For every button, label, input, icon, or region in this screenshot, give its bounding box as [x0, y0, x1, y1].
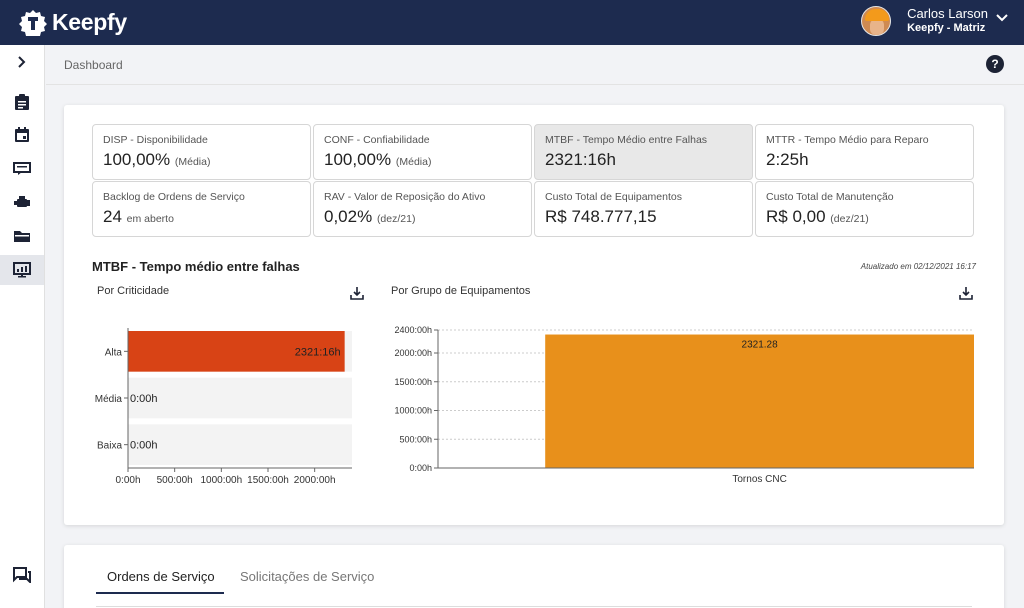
kpi-rav[interactable]: RAV - Valor de Reposição do Ativo 0,02% … [313, 181, 532, 237]
sidebar-expand-button[interactable] [0, 47, 44, 77]
kpi-value: R$ 748.777,15 [545, 207, 657, 226]
bar [128, 331, 345, 372]
kpi-label: MTTR - Tempo Médio para Reparo [766, 134, 929, 146]
x-tick-label: 2000:00h [294, 475, 336, 486]
user-menu[interactable]: Carlos Larson Keepfy - Matriz [861, 6, 1008, 36]
x-tick-label: 1500:00h [247, 475, 289, 486]
tab-service-requests[interactable]: Solicitações de Serviço [240, 569, 375, 584]
keepfy-logo-icon [19, 10, 47, 36]
sidebar-item-tickets[interactable] [0, 154, 44, 184]
kpi-value: 100,00% [103, 150, 171, 169]
kpi-note: (dez/21) [830, 213, 869, 225]
y-tick-label: 0:00h [409, 463, 432, 473]
kpi-conf[interactable]: CONF - Confiabilidade 100,00% (Média) [313, 124, 532, 180]
data-label: 0:00h [130, 393, 158, 405]
ticket-icon [13, 162, 31, 175]
sidebar-item-chat[interactable] [0, 560, 44, 590]
app-name: Keepfy [52, 8, 127, 35]
kpi-value: R$ 0,00 [766, 207, 826, 226]
y-tick-label: 2400:00h [394, 325, 432, 335]
user-name: Carlos Larson [907, 6, 988, 21]
kpi-backlog[interactable]: Backlog de Ordens de Serviço 24 em abert… [92, 181, 311, 237]
calendar-icon [15, 127, 29, 142]
sidebar-item-documents[interactable] [0, 221, 44, 251]
folder-icon [14, 231, 30, 242]
kpi-label: CONF - Confiabilidade [324, 134, 430, 146]
kpi-equipment-cost[interactable]: Custo Total de Equipamentos R$ 748.777,1… [534, 181, 753, 237]
criticality-chart: Alta 2321:16h Média 0:00h Baixa 0:00h 0:00h 500… [95, 328, 352, 486]
active-tab-indicator [96, 592, 224, 594]
kpi-value: 24 [103, 207, 122, 226]
user-org: Keepfy - Matriz [907, 22, 986, 34]
bar [545, 334, 974, 468]
clipboard-icon [15, 94, 29, 110]
breadcrumb[interactable]: Dashboard [64, 58, 123, 72]
kpi-note: (Média) [174, 156, 211, 168]
category-band [128, 377, 352, 419]
kpi-value: 2:25h [766, 150, 809, 169]
kpi-note: em aberto [126, 213, 174, 225]
y-tick-label: Média [95, 394, 123, 405]
download-icon[interactable] [959, 286, 973, 300]
data-label: 0:00h [130, 440, 158, 452]
kpi-value: 0,02% [324, 207, 373, 226]
breadcrumb-bar: Dashboard ? [46, 45, 1024, 85]
y-tick-label: 1500:00h [394, 377, 432, 387]
kpi-label: Custo Total de Manutenção [766, 191, 894, 203]
updated-timestamp: Atualizado em 02/12/2021 16:17 [860, 262, 976, 271]
x-tick-label: 500:00h [157, 475, 193, 486]
engine-icon [14, 196, 30, 207]
tab-service-orders[interactable]: Ordens de Serviço [107, 569, 215, 584]
kpi-mttr[interactable]: MTTR - Tempo Médio para Reparo 2:25h [755, 124, 974, 180]
kpi-maintenance-cost[interactable]: Custo Total de Manutenção R$ 0,00 (dez/2… [755, 181, 974, 237]
category-band [128, 424, 352, 465]
dashboard-icon [13, 262, 31, 278]
sidebar-item-equipment[interactable] [0, 187, 44, 217]
sidebar [0, 45, 45, 608]
chart-title-criticality: Por Criticidade [97, 285, 170, 297]
chat-icon [13, 567, 31, 583]
chart-title-group: Por Grupo de Equipamentos [391, 285, 531, 297]
kpi-value: 2321:16h [545, 150, 616, 169]
top-bar: Keepfy Carlos Larson Keepfy - Matriz [0, 0, 1024, 45]
expand-chevron-icon [18, 56, 26, 68]
group-chart: 0:00h 500:00h 1000:00h 1500:00h 2000:00h 2400… [394, 325, 974, 485]
y-tick-label: Alta [105, 347, 123, 358]
sidebar-item-orders[interactable] [0, 87, 44, 117]
sidebar-item-calendar[interactable] [0, 120, 44, 150]
kpi-label: MTBF - Tempo Médio entre Falhas [545, 134, 708, 146]
kpi-label: Backlog de Ordens de Serviço [103, 191, 245, 203]
x-tick-label: 1000:00h [200, 475, 242, 486]
kpi-mtbf[interactable]: MTBF - Tempo Médio entre Falhas 2321:16h [534, 124, 753, 180]
y-tick-label: 500:00h [399, 434, 432, 444]
kpi-disp[interactable]: DISP - Disponibilidade 100,00% (Média) [92, 124, 311, 180]
tab-divider [96, 606, 972, 607]
kpi-value: 100,00% [324, 150, 392, 169]
y-tick-label: 2000:00h [394, 348, 432, 358]
sidebar-item-dashboard[interactable] [0, 255, 44, 285]
x-tick-label: 0:00h [115, 475, 140, 486]
section-title: MTBF - Tempo médio entre falhas [92, 259, 300, 274]
avatar [861, 6, 892, 36]
y-tick-label: 1000:00h [394, 406, 432, 416]
x-tick-label: Tornos CNC [732, 474, 786, 485]
kpi-label: RAV - Valor de Reposição do Ativo [324, 191, 486, 203]
kpi-note: (Média) [395, 156, 432, 168]
orders-card: Ordens de Serviço Solicitações de Serviç… [64, 545, 1004, 608]
dashboard-card: DISP - Disponibilidade 100,00% (Média) C… [64, 105, 1004, 525]
kpi-label: DISP - Disponibilidade [103, 134, 208, 146]
kpi-label: Custo Total de Equipamentos [545, 191, 682, 203]
chevron-down-icon[interactable] [996, 14, 1008, 22]
data-label: 2321.28 [742, 340, 779, 351]
logo[interactable]: Keepfy [18, 8, 127, 36]
kpi-note: (dez/21) [376, 213, 416, 225]
data-label: 2321:16h [295, 346, 341, 358]
download-icon[interactable] [350, 286, 364, 300]
help-icon[interactable]: ? [986, 55, 1004, 73]
y-tick-label: Baixa [97, 441, 122, 452]
